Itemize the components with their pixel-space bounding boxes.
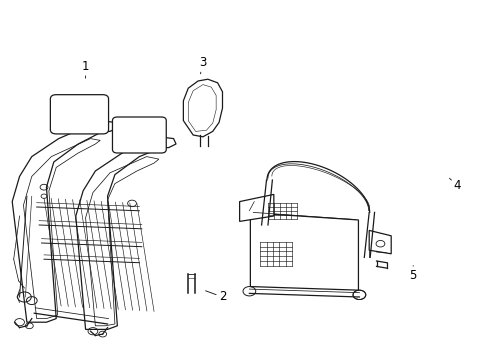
Polygon shape (368, 230, 390, 254)
Polygon shape (76, 137, 176, 329)
Text: 3: 3 (199, 57, 206, 74)
Text: 1: 1 (81, 60, 89, 78)
Text: 5: 5 (408, 266, 416, 282)
FancyBboxPatch shape (112, 117, 166, 153)
Text: 4: 4 (448, 178, 460, 192)
Polygon shape (239, 194, 273, 221)
Text: 2: 2 (205, 291, 226, 303)
Polygon shape (12, 121, 117, 322)
Polygon shape (250, 213, 358, 290)
FancyBboxPatch shape (50, 95, 108, 134)
Polygon shape (183, 79, 222, 137)
